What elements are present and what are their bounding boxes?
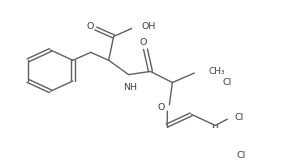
Text: O: O [86,22,93,31]
Text: NH: NH [124,83,138,92]
Text: CH₃: CH₃ [208,67,225,76]
Text: OH: OH [142,22,156,31]
Text: Cl: Cl [222,78,231,87]
Text: Cl: Cl [234,113,244,122]
Text: O: O [140,38,147,47]
Text: Cl: Cl [236,151,246,160]
Text: O: O [158,104,165,112]
